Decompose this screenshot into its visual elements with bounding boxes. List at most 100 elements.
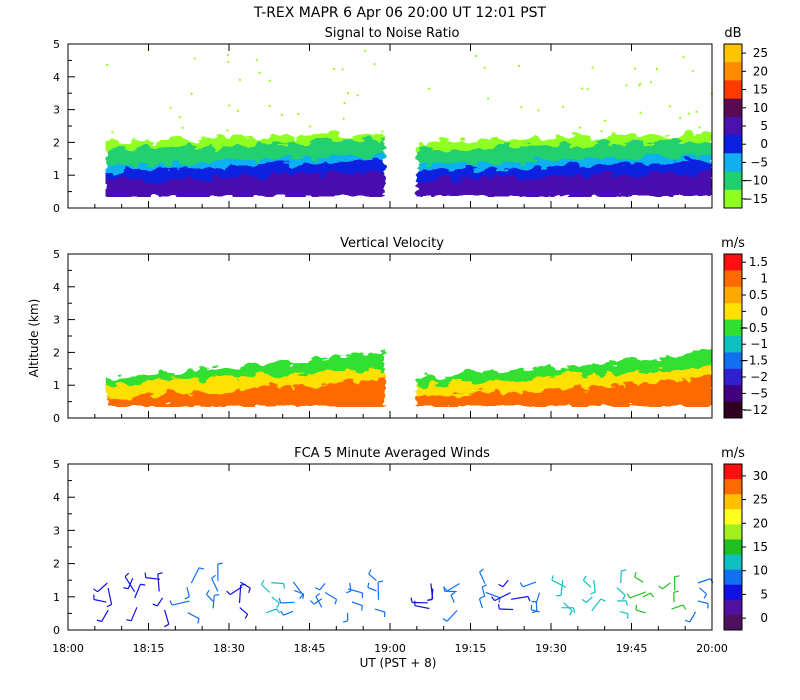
noise-speck — [237, 109, 239, 112]
panel-title: Signal to Noise Ratio — [325, 26, 460, 41]
y-tick-label: 0 — [53, 412, 60, 425]
wind-barb — [551, 579, 567, 588]
wind-barb-flag — [658, 585, 663, 590]
wind-barb-flag — [600, 598, 606, 602]
colorbar-label: 0 — [760, 611, 768, 625]
colorbar-label: 25 — [753, 493, 768, 507]
noise-speck — [193, 57, 196, 60]
wind-barb — [164, 609, 170, 625]
noise-speck — [342, 117, 345, 120]
wind-barb-flag — [625, 600, 628, 606]
wind-barb — [283, 610, 294, 616]
colorbar-unit: m/s — [721, 236, 745, 251]
x-tick-label: 19:00 — [374, 642, 406, 655]
wind-barb-flag — [205, 589, 210, 595]
y-tick-label: 2 — [53, 136, 60, 149]
wind-barb-flag — [568, 610, 573, 616]
wind-barb-flag — [214, 594, 220, 596]
wind-barb — [699, 587, 707, 595]
y-tick-label: 3 — [53, 524, 60, 537]
x-tick-label: 19:15 — [455, 642, 487, 655]
wind-barb — [319, 583, 326, 591]
wind-barb-flag — [621, 569, 627, 572]
wind-barb-flag — [443, 586, 448, 592]
wind-barb — [97, 582, 108, 593]
noise-speck — [695, 110, 698, 113]
colorbar-label: 5 — [760, 587, 768, 601]
wind-barb — [635, 609, 646, 614]
wind-barb — [662, 582, 671, 590]
colorbar-swatch — [724, 539, 742, 556]
wind-barb-flag — [280, 610, 284, 616]
noise-speck — [474, 55, 477, 57]
wind-barb-flag — [342, 620, 348, 623]
figure-title: T-REX MAPR 6 Apr 06 20:00 UT 12:01 PST — [253, 5, 547, 21]
heatmap-field — [105, 348, 712, 407]
colorbar-label: 5 — [760, 119, 768, 133]
wind-barb — [205, 593, 214, 602]
noise-speck — [268, 105, 271, 108]
wind-barb — [127, 577, 134, 589]
wind-barb-flag — [96, 619, 102, 623]
wind-barb-flag — [450, 591, 456, 596]
x-tick-label: 18:30 — [213, 642, 245, 655]
wind-barb — [481, 586, 486, 598]
wind-barb — [260, 584, 271, 593]
wind-barb — [351, 601, 363, 607]
wind-barb-flag — [626, 593, 631, 599]
noise-speck — [518, 65, 521, 68]
x-tick-label: 19:30 — [535, 642, 567, 655]
colorbar: m/s 30 25 20 15 10 5 0 — [721, 446, 768, 631]
colorbar: dB 25 20 15 10 5 0 −5 −10 −15 — [723, 26, 768, 209]
wind-barb — [563, 602, 573, 612]
wind-barb-flag — [527, 596, 531, 602]
wind-barb-flag — [276, 608, 281, 614]
colorbar-swatch — [724, 464, 742, 480]
wind-barb-flag — [302, 593, 305, 599]
wind-barb — [130, 607, 138, 621]
colorbar-label: 20 — [753, 64, 768, 78]
colorbar-label: −1.5 — [739, 354, 768, 368]
colorbar-swatch — [724, 368, 742, 386]
noise-speck — [600, 130, 603, 133]
y-tick-label: 3 — [53, 104, 60, 117]
noise-speck — [238, 78, 241, 81]
wind-barb-flag — [368, 569, 372, 575]
wind-barb — [629, 591, 647, 599]
colorbar-swatch — [724, 494, 742, 510]
wind-barb-flag — [334, 599, 338, 605]
wind-barb — [107, 587, 113, 605]
wind-barb-flag — [684, 619, 690, 623]
colorbar-label: −2 — [750, 370, 768, 384]
wind-barb-flag — [217, 562, 223, 565]
wind-barb — [101, 609, 109, 622]
wind-barb-flag — [442, 618, 448, 622]
heatmap-layer — [416, 168, 712, 197]
wind-barb-flag — [531, 600, 537, 603]
colorbar-label: 0.5 — [749, 288, 768, 302]
wind-barb-flag — [682, 604, 687, 610]
wind-barb-flag — [674, 575, 680, 578]
colorbar-swatch — [724, 509, 742, 525]
wind-barb-flag — [443, 586, 446, 592]
heatmap-layer — [105, 377, 385, 407]
noise-speck — [332, 67, 335, 70]
wind-barb — [349, 582, 352, 592]
noise-speck — [578, 126, 581, 129]
colorbar-label: 25 — [753, 46, 768, 60]
noise-speck — [255, 58, 258, 61]
noise-speck — [111, 131, 114, 134]
noise-speck — [227, 61, 230, 63]
colorbar-swatch — [724, 319, 742, 337]
wind-barb — [522, 581, 537, 588]
y-tick-label: 4 — [53, 71, 60, 84]
noise-speck — [356, 94, 359, 97]
wind-barb-flag — [197, 618, 200, 624]
wind-barb — [271, 582, 284, 585]
wind-barb-flag — [633, 571, 637, 578]
colorbar-swatch — [724, 303, 742, 321]
wind-barb — [446, 582, 461, 592]
wind-barb-flag — [367, 582, 370, 588]
wind-barb-flag — [140, 583, 146, 586]
noise-speck — [347, 92, 349, 95]
